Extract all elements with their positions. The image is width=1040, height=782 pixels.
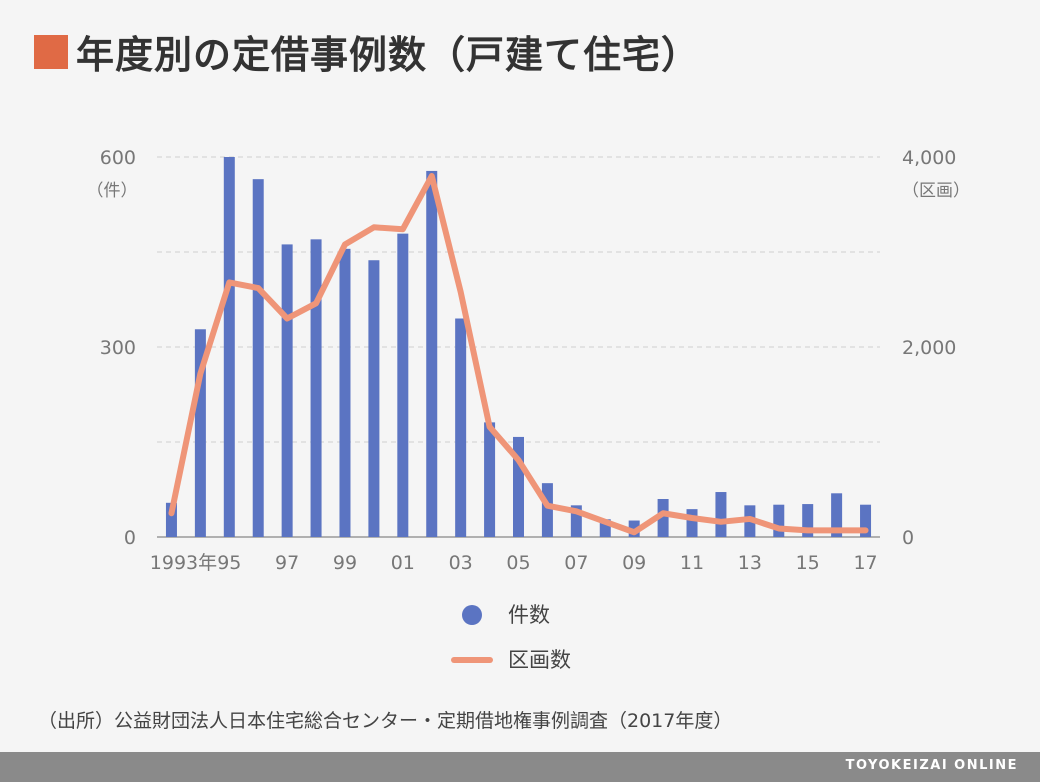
- x-tick-label: 97: [275, 552, 299, 574]
- bar: [194, 329, 206, 537]
- chart-area: 0 300 600 （件） 0 2,000 4,000 （区画） 1993年 95 97 99 01 03…: [87, 147, 971, 672]
- y-left-tick-label: 600: [100, 147, 136, 169]
- bar: [831, 493, 843, 537]
- x-tick-label: 1993年: [150, 552, 217, 574]
- x-tick-label: 01: [391, 552, 415, 574]
- y-right-tick-label: 2,000: [902, 337, 956, 359]
- chart-title-group: 年度別の定借事例数（戸建て住宅）: [34, 24, 700, 79]
- bar: [773, 504, 785, 537]
- legend-line-label: 区画数: [508, 648, 571, 672]
- bar: [252, 179, 264, 537]
- bar: [397, 233, 409, 537]
- bar: [281, 244, 293, 537]
- bar: [165, 502, 177, 537]
- x-tick-label: 15: [796, 552, 820, 574]
- source-note: （出所）公益財団法人日本住宅総合センター・定期借地権事例調査（2017年度）: [38, 710, 733, 732]
- bar: [368, 260, 380, 537]
- x-tick-label: 99: [333, 552, 357, 574]
- footer-bar: TOYOKEIZAI ONLINE: [0, 752, 1040, 782]
- bar: [513, 436, 524, 537]
- bar: [657, 499, 669, 537]
- chart-title: 年度別の定借事例数（戸建て住宅）: [76, 33, 701, 77]
- bar: [860, 504, 872, 537]
- bar: [484, 422, 496, 537]
- x-tick-label: 09: [622, 552, 646, 574]
- legend-bar-marker: [462, 605, 482, 625]
- y-right-tick-label: 0: [902, 527, 914, 549]
- bar: [426, 170, 438, 537]
- bar: [541, 483, 553, 537]
- line-series: [168, 173, 869, 536]
- bar: [570, 505, 582, 537]
- bar: [599, 519, 611, 537]
- y-left-unit-label: （件）: [87, 181, 138, 201]
- bar: [223, 157, 235, 537]
- bar: [339, 248, 351, 538]
- y-left-tick-label: 300: [100, 337, 136, 359]
- x-tick-label: 03: [449, 552, 473, 574]
- x-tick-label: 07: [564, 552, 588, 574]
- bar: [310, 239, 322, 538]
- bar: [802, 504, 814, 537]
- footer-brand: TOYOKEIZAI ONLINE: [845, 758, 1018, 773]
- legend-bar-label: 件数: [508, 603, 550, 627]
- title-marker-square: [34, 34, 68, 69]
- y-right-unit-label: （区画）: [902, 181, 970, 201]
- x-tick-label: 95: [217, 552, 241, 574]
- bar: [455, 318, 467, 537]
- bar: [715, 492, 727, 537]
- x-tick-label: 17: [853, 552, 877, 574]
- x-tick-label: 13: [738, 552, 762, 574]
- y-left-tick-label: 0: [124, 527, 136, 549]
- bar: [686, 509, 698, 537]
- x-tick-label: 11: [680, 552, 704, 574]
- y-right-tick-label: 4,000: [902, 147, 956, 169]
- x-tick-label: 05: [506, 552, 530, 574]
